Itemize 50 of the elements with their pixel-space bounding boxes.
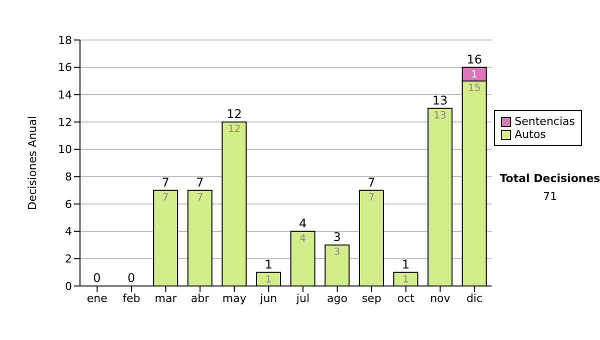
x-tick-label: may [222, 292, 247, 305]
total-label: 7 [368, 175, 376, 190]
total-label: 13 [432, 93, 448, 108]
x-tick-label: abr [190, 292, 210, 305]
x-tick-label: jul [295, 292, 310, 305]
y-tick-label: 10 [58, 143, 72, 156]
y-axis-title: Decisiones Anual [26, 116, 39, 210]
x-tick-label: jun [259, 292, 278, 305]
data-label: 7 [196, 192, 204, 204]
total-label: 0 [127, 271, 136, 285]
total-label: 3 [333, 230, 341, 244]
total-label: 7 [196, 175, 204, 190]
total-label: 16 [466, 52, 482, 66]
data-label: 3 [334, 247, 340, 258]
total-label: 4 [299, 216, 307, 230]
x-tick-label: oct [397, 292, 416, 305]
x-tick-label: ago [327, 292, 348, 305]
y-tick-label: 4 [65, 225, 72, 238]
text: 71 [542, 190, 558, 203]
total-label: 1 [264, 257, 272, 272]
total-label: 1 [402, 257, 410, 272]
legend-label: Sentencias [514, 115, 575, 128]
y-tick-label: 2 [65, 252, 72, 266]
y-tick-label: 12 [58, 116, 72, 129]
text: Total Decisiones [498, 172, 600, 185]
y-tick-label: 16 [58, 61, 72, 74]
x-tick-label: ene [86, 292, 108, 305]
y-tick-label: 18 [58, 34, 72, 47]
data-label: 7 [162, 192, 169, 204]
data-label: 1 [471, 69, 478, 80]
data-label: 4 [300, 233, 306, 244]
data-label: 7 [368, 192, 375, 204]
x-tick-label: mar [154, 292, 178, 305]
data-label: 1 [402, 274, 409, 286]
data-label: 15 [468, 83, 481, 94]
data-label: 13 [434, 110, 446, 122]
x-tick-label: feb [122, 292, 140, 305]
x-tick-label: nov [430, 292, 451, 305]
total-label: 12 [226, 107, 242, 121]
legend-label: Autos [514, 128, 546, 141]
data-label: 1 [265, 274, 272, 286]
y-tick-label: 14 [58, 88, 72, 102]
y-tick-label: 0 [65, 280, 72, 293]
x-tick-label: sep [362, 292, 382, 305]
total-label: 0 [93, 271, 101, 285]
y-tick-label: 6 [65, 198, 72, 211]
total-label: 7 [162, 175, 170, 190]
y-tick-label: 8 [65, 170, 72, 184]
data-label: 12 [228, 124, 241, 135]
x-tick-label: dic [466, 292, 483, 305]
